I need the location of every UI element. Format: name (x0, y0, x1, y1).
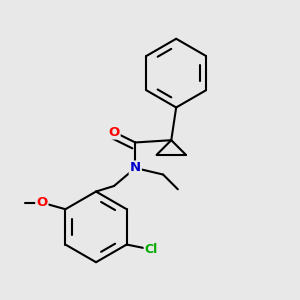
Text: O: O (108, 125, 120, 139)
Text: O: O (36, 196, 47, 209)
Text: Cl: Cl (145, 243, 158, 256)
Text: N: N (130, 161, 141, 175)
